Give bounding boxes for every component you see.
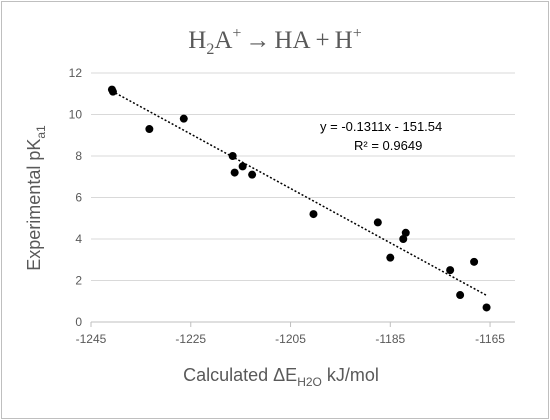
x-axis-title: Calculated ΔEH2O kJ/mol [183, 365, 379, 389]
x-axis-title-suffix: kJ/mol [322, 365, 379, 385]
y-tick-label: 4 [75, 232, 82, 246]
y-tick-label: 6 [75, 191, 82, 205]
y-axis-title: Experimental pKa1 [24, 125, 48, 271]
data-point [456, 291, 465, 300]
data-point [228, 152, 237, 160]
x-tick-label: -1165 [475, 332, 505, 346]
chart-title: H2A+ → HA + H+ [188, 25, 361, 58]
data-point [373, 218, 382, 227]
data-point [248, 170, 257, 179]
x-tick-label: -1185 [375, 332, 405, 346]
data-point [482, 303, 491, 312]
x-tick-labels: -1245 -1225 -1205 -1185 -1165 [76, 332, 506, 346]
data-point [401, 228, 410, 237]
y-axis-title-sub: a1 [34, 125, 48, 139]
title-rhs-1: HA [274, 27, 310, 54]
data-point [386, 253, 395, 262]
title-rhs-2-sup: + [353, 25, 362, 42]
data-point [309, 210, 318, 219]
data-point [179, 114, 188, 123]
y-tick-label: 10 [69, 108, 83, 122]
data-point [399, 235, 408, 243]
title-lhs-ion: A [214, 27, 232, 54]
x-tick-label: -1225 [175, 332, 206, 346]
trendline-r2: R² = 0.9649 [354, 138, 422, 153]
title-lhs-sub: 2 [206, 41, 214, 58]
title-lhs-sup: + [232, 25, 241, 42]
gridlines [91, 72, 515, 281]
data-point [230, 168, 239, 177]
title-plus: + [316, 27, 330, 54]
title-lhs-base: H [188, 27, 206, 54]
data-point [238, 162, 247, 171]
y-tick-label: 8 [75, 149, 82, 163]
trendline-equation: y = -0.1311x - 151.54 [320, 119, 442, 134]
data-points [107, 85, 491, 312]
x-axis-title-sub: H2O [297, 375, 322, 389]
y-axis-title-prefix: Experimental pK [24, 139, 44, 271]
x-axis-title-prefix: Calculated ΔE [183, 365, 297, 385]
title-rhs-2: H [335, 27, 353, 54]
axes [90, 321, 515, 327]
x-tick-label: -1245 [76, 332, 107, 346]
y-tick-label: 2 [75, 274, 82, 288]
title-arrow: → [245, 27, 270, 54]
trendline [111, 90, 487, 297]
data-point [145, 125, 154, 134]
trendline-layer [111, 90, 487, 297]
y-tick-label: 0 [75, 315, 82, 329]
data-point [470, 257, 479, 266]
y-tick-labels: 0 2 4 6 8 10 12 [69, 66, 83, 329]
data-point [108, 87, 117, 96]
data-point [446, 266, 455, 275]
x-tick-label: -1205 [275, 332, 306, 346]
y-tick-label: 12 [69, 66, 83, 80]
